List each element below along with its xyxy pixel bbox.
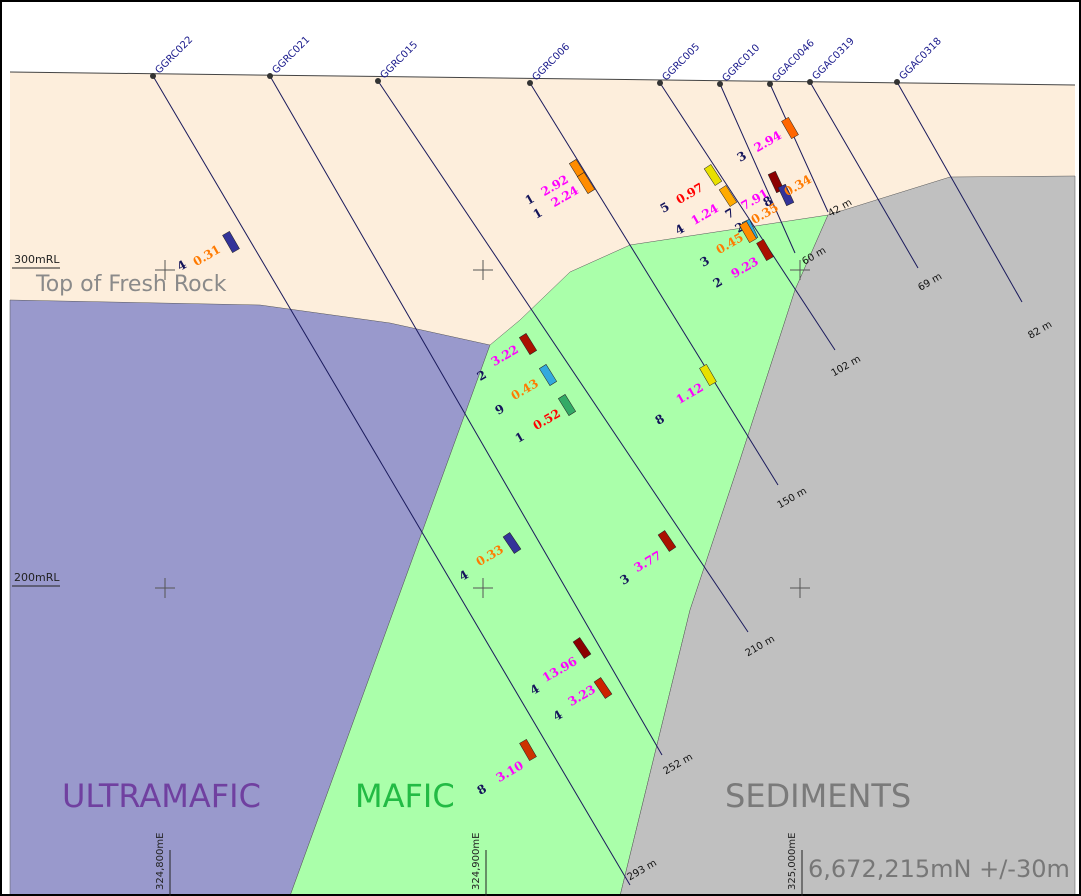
drill-trace <box>659 82 836 351</box>
intercept-bar <box>502 532 522 554</box>
drill-trace <box>377 80 749 633</box>
collar <box>767 81 773 87</box>
unit-label: SEDIMENTS <box>725 777 911 815</box>
intercept-bar <box>777 183 795 207</box>
grid-crosses <box>155 260 810 598</box>
intercept-bar <box>593 677 613 699</box>
intercept-bar <box>519 738 537 762</box>
collar <box>807 79 813 85</box>
unit-label: ULTRAMAFIC <box>62 777 261 815</box>
intercept-bar <box>739 220 757 244</box>
intercept-bar <box>222 230 240 254</box>
easting-label: 325,000mE <box>787 833 798 890</box>
intercept-bar <box>756 238 774 262</box>
intercept-bar <box>718 185 738 207</box>
collar <box>375 78 381 84</box>
drill-trace <box>529 82 779 486</box>
boundary-label: Top of Fresh Rock <box>35 272 227 297</box>
intercept-bar <box>572 637 592 659</box>
hole-name: GGRC015 <box>378 40 420 82</box>
collar <box>150 73 156 79</box>
drill-trace <box>269 75 663 756</box>
drill-trace <box>152 75 631 886</box>
hole-name: GGAC0046 <box>770 38 816 84</box>
intercept-bar <box>538 364 558 386</box>
rl-label: 200mRL <box>14 571 60 584</box>
hole-name: GGRC010 <box>720 43 762 85</box>
unit-label: MAFIC <box>355 777 455 815</box>
collar <box>657 80 663 86</box>
hole-name: GGRC021 <box>270 35 312 77</box>
intercept-bar <box>781 116 799 140</box>
intercept-bar <box>699 363 717 387</box>
drill-trace <box>719 83 796 254</box>
intercept-bar <box>576 172 596 194</box>
hole-name: GGAC0318 <box>897 36 943 82</box>
collar <box>267 73 273 79</box>
intercept-bar <box>703 164 723 186</box>
drill-trace <box>809 81 919 269</box>
intercept-bar <box>518 333 538 355</box>
drill-trace <box>896 81 1023 303</box>
easting-label: 324,900mE <box>471 833 482 890</box>
hole-name: GGRC022 <box>153 35 195 77</box>
oxide-zone <box>10 72 1075 345</box>
easting-label: 324,800mE <box>155 833 166 890</box>
collar <box>527 80 533 86</box>
northing-label: 6,672,215mN +/-30m <box>808 855 1070 883</box>
hole-name: GGAC0319 <box>810 36 856 82</box>
intercept-bar <box>657 530 677 552</box>
rl-label: 300mRL <box>14 253 60 266</box>
collar <box>894 79 900 85</box>
hole-name: GGRC006 <box>530 42 572 84</box>
intercept-bar <box>557 394 577 416</box>
drill-trace <box>769 83 829 213</box>
sediment-unit <box>619 175 1076 896</box>
hole-name: GGRC005 <box>660 42 702 84</box>
collar <box>717 81 723 87</box>
